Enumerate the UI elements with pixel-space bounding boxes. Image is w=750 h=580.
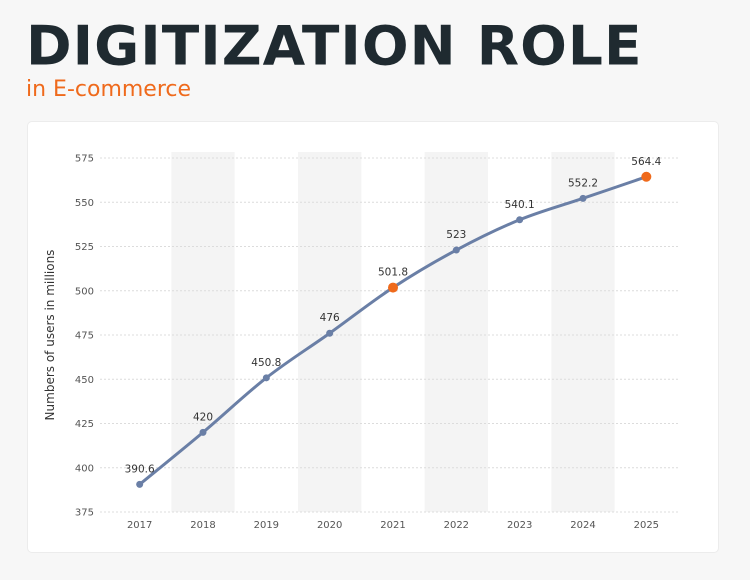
x-tick-label: 2023 — [507, 520, 532, 531]
y-tick-label: 500 — [75, 286, 94, 297]
data-label: 540.1 — [505, 199, 535, 211]
highlighted-data-point — [388, 282, 398, 293]
data-label: 476 — [320, 312, 340, 324]
y-tick-label: 375 — [75, 508, 94, 519]
data-label: 501.8 — [378, 267, 408, 279]
data-point — [452, 246, 460, 254]
gridlines — [100, 157, 678, 513]
y-tick-label: 450 — [75, 375, 94, 386]
data-point — [326, 329, 334, 337]
page-subtitle: in E-commerce — [26, 77, 192, 102]
column-band — [171, 152, 235, 512]
y-axis-ticks: 375 400 425 450 475 500 525 550 575 — [75, 154, 94, 519]
y-axis-label: Numbers of users in millions — [43, 250, 57, 421]
x-tick-label: 2021 — [380, 520, 405, 531]
line-chart: 375 400 425 450 475 500 525 550 575 2017 2018 2019… — [43, 152, 678, 531]
x-tick-label: 2024 — [570, 520, 595, 531]
y-tick-label: 400 — [75, 463, 94, 474]
highlighted-data-point — [641, 171, 652, 182]
x-tick-label: 2022 — [444, 520, 469, 531]
column-bands — [171, 152, 615, 512]
column-band — [424, 152, 488, 512]
column-band — [551, 152, 615, 512]
data-label: 450.8 — [251, 357, 281, 369]
data-point — [262, 374, 270, 382]
y-tick-label: 475 — [75, 331, 94, 342]
data-labels: 390.6 420 450.8 476 501.8 523 540.1 552.2 564.4 — [125, 156, 662, 476]
data-label: 564.4 — [631, 156, 661, 168]
x-axis-ticks: 2017 2018 2019 2020 2021 2022 2023 2024 2025 — [127, 520, 659, 531]
y-tick-label: 525 — [75, 242, 94, 253]
data-point — [516, 216, 524, 224]
data-label: 552.2 — [568, 177, 598, 189]
x-tick-label: 2017 — [127, 520, 152, 531]
y-tick-label: 575 — [75, 154, 94, 165]
data-label: 420 — [193, 411, 213, 423]
data-point — [579, 194, 587, 202]
x-tick-label: 2025 — [634, 520, 659, 531]
data-points — [136, 171, 652, 488]
data-label: 523 — [446, 229, 466, 241]
chart-card: 375 400 425 450 475 500 525 550 575 2017 2018 2019… — [28, 122, 718, 552]
page-title: DIGITIZATION ROLE — [26, 14, 643, 78]
y-tick-label: 425 — [75, 419, 94, 430]
x-tick-label: 2018 — [190, 520, 215, 531]
data-point — [136, 480, 144, 488]
x-tick-label: 2019 — [254, 520, 279, 531]
data-point — [199, 428, 207, 436]
data-label: 390.6 — [125, 463, 155, 475]
x-tick-label: 2020 — [317, 520, 342, 531]
y-tick-label: 550 — [75, 198, 94, 209]
